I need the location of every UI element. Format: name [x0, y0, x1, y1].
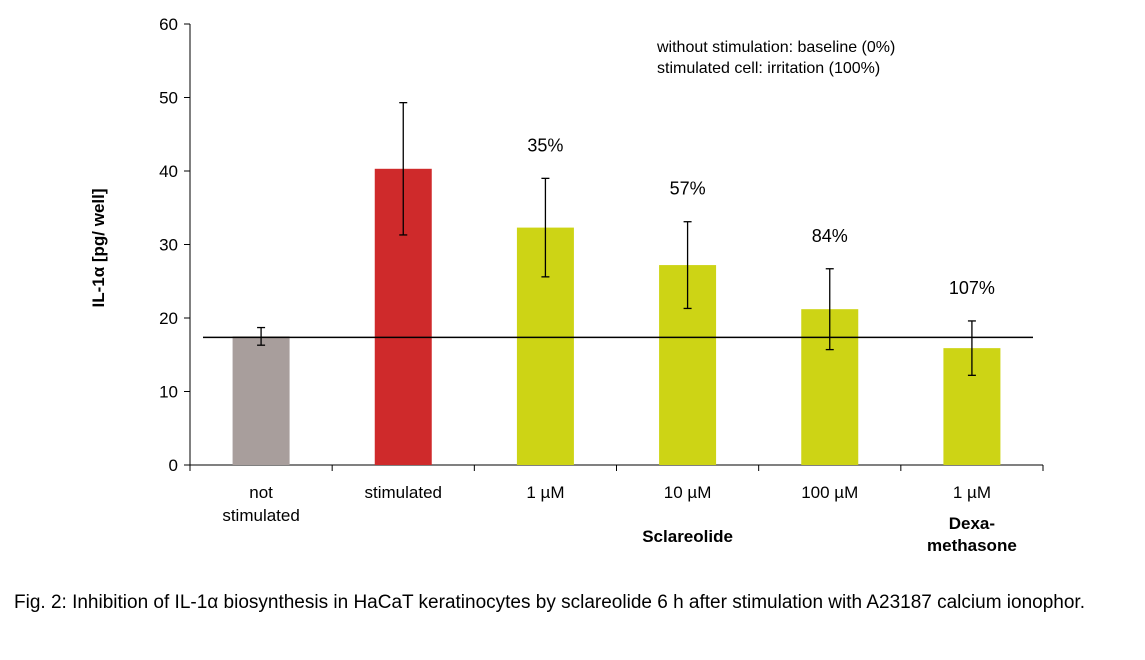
- percent-label: 57%: [670, 179, 706, 199]
- y-tick-label: 50: [159, 89, 178, 108]
- percent-label: 35%: [527, 135, 563, 155]
- figure-caption: Fig. 2: Inhibition of IL-1α biosynthesis…: [14, 592, 1085, 613]
- x-tick-label: 10 µM: [664, 483, 712, 502]
- x-tick-label: 100 µM: [801, 483, 858, 502]
- x-tick-label: 1 µM: [526, 483, 564, 502]
- y-tick-label: 40: [159, 162, 178, 181]
- plot-area: 0 10 20 30 40 50 60 not stimulated stimulated 35% 1…: [159, 15, 1044, 555]
- percent-label: 84%: [812, 226, 848, 246]
- group-label: Dexa-methasone: [927, 514, 1017, 555]
- x-tick-label: 1 µM: [953, 483, 991, 502]
- y-tick-label: 60: [159, 15, 178, 34]
- bar: [232, 336, 290, 465]
- y-tick-label: 10: [159, 383, 178, 402]
- percent-label: 107%: [949, 278, 995, 298]
- annotation-line-2: stimulated cell: irritation (100%): [657, 60, 880, 77]
- x-tick-label: stimulated: [365, 483, 442, 502]
- y-tick-label: 0: [169, 456, 178, 475]
- y-axis-label: IL-1α [pg/ well]: [89, 188, 108, 307]
- bar-chart: IL-1α [pg/ well] without stimulation: ba…: [89, 15, 1044, 555]
- annotation-line-1: without stimulation: baseline (0%): [656, 39, 895, 56]
- y-tick-label: 20: [159, 309, 178, 328]
- x-tick-label: not stimulated: [222, 483, 299, 525]
- group-label: Sclareolide: [642, 527, 733, 546]
- y-tick-label: 30: [159, 236, 178, 255]
